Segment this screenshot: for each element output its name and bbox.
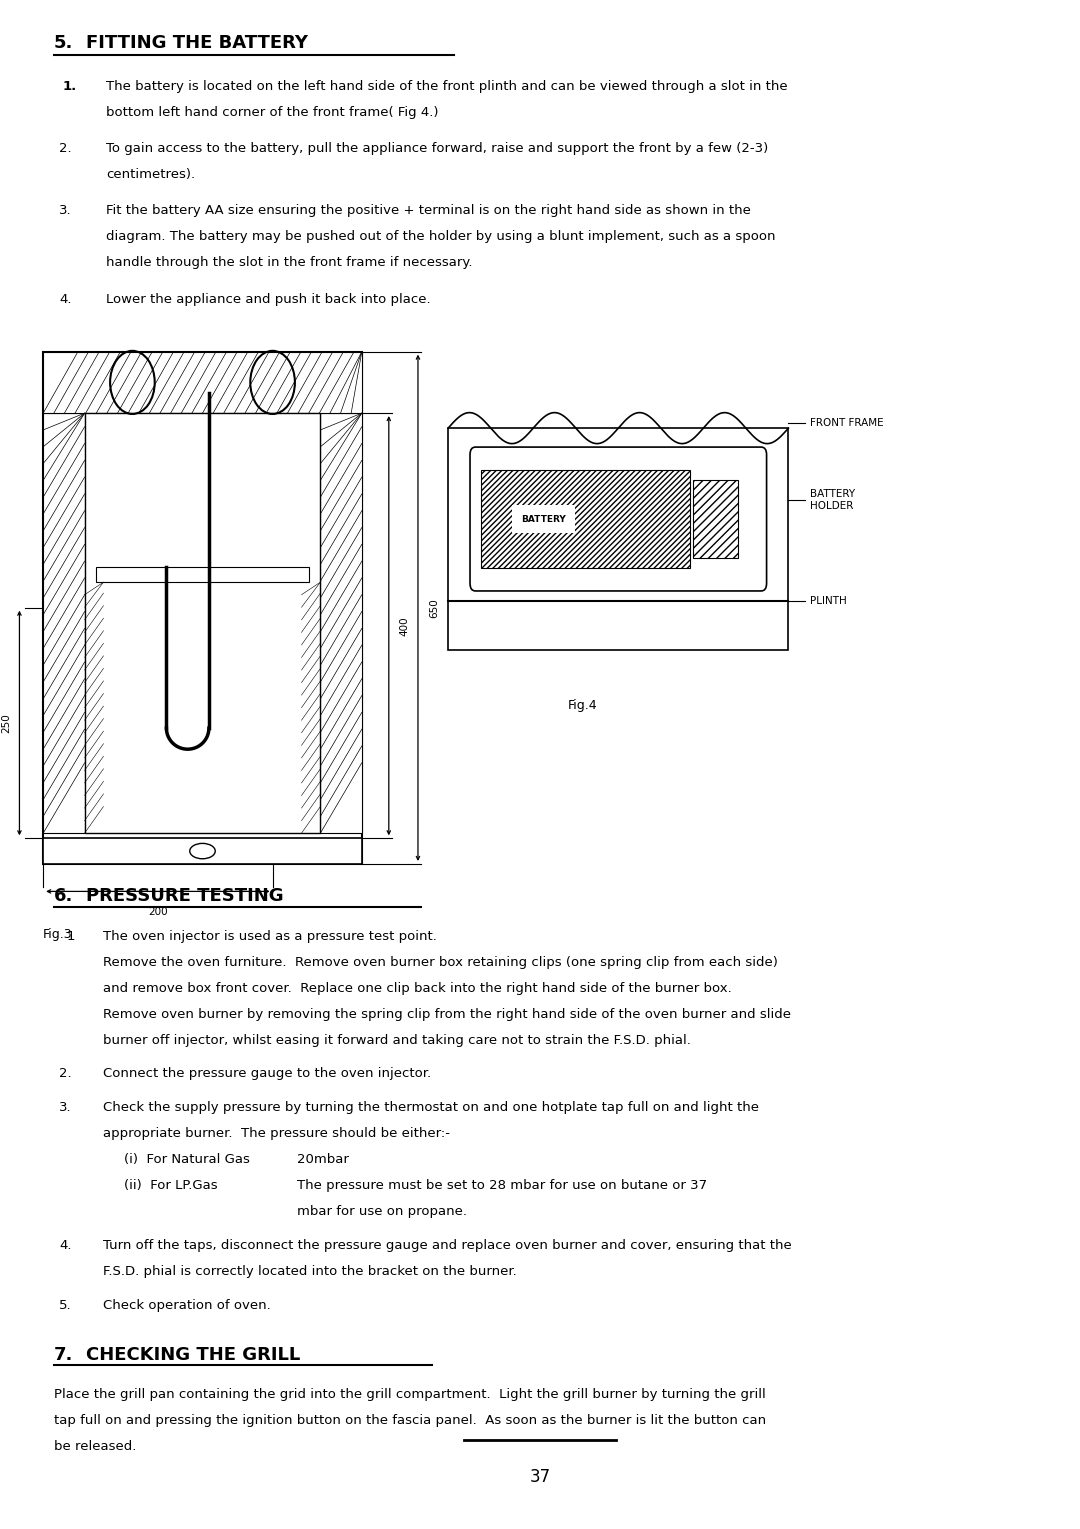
Text: PRESSURE TESTING: PRESSURE TESTING — [86, 887, 284, 905]
Text: Remove oven burner by removing the spring clip from the right hand side of the o: Remove oven burner by removing the sprin… — [103, 1008, 791, 1021]
Text: diagram. The battery may be pushed out of the holder by using a blunt implement,: diagram. The battery may be pushed out o… — [106, 231, 775, 243]
Text: Check the supply pressure by turning the thermostat on and one hotplate tap full: Check the supply pressure by turning the… — [103, 1101, 758, 1115]
Text: Place the grill pan containing the grid into the grill compartment.  Light the g: Place the grill pan containing the grid … — [54, 1388, 766, 1402]
Text: 250: 250 — [1, 713, 11, 732]
Text: handle through the slot in the front frame if necessary.: handle through the slot in the front fra… — [106, 257, 472, 269]
Ellipse shape — [190, 844, 215, 859]
Text: Check operation of oven.: Check operation of oven. — [103, 1298, 270, 1312]
Text: FRONT FRAME: FRONT FRAME — [810, 419, 883, 428]
Bar — [96, 567, 309, 583]
Text: 37: 37 — [529, 1468, 551, 1486]
Text: 7.: 7. — [54, 1346, 73, 1364]
Text: PLINTH: PLINTH — [810, 596, 847, 605]
Bar — [43, 352, 362, 413]
Text: Fit the battery AA size ensuring the positive + terminal is on the right hand si: Fit the battery AA size ensuring the pos… — [106, 205, 751, 217]
Text: 5.: 5. — [54, 34, 73, 52]
Text: 3.: 3. — [59, 205, 72, 217]
Text: 1.: 1. — [63, 80, 77, 93]
Text: be released.: be released. — [54, 1440, 136, 1454]
Text: 2.: 2. — [59, 1067, 72, 1081]
Text: CHECKING THE GRILL: CHECKING THE GRILL — [86, 1346, 300, 1364]
Text: (i)  For Natural Gas: (i) For Natural Gas — [124, 1153, 251, 1167]
Text: (ii)  For LP.Gas: (ii) For LP.Gas — [124, 1179, 218, 1193]
Text: Remove the oven furniture.  Remove oven burner box retaining clips (one spring c: Remove the oven furniture. Remove oven b… — [103, 956, 778, 969]
Text: centimetres).: centimetres). — [106, 168, 195, 180]
Text: tap full on and pressing the ignition button on the fascia panel.  As soon as th: tap full on and pressing the ignition bu… — [54, 1414, 766, 1428]
Text: The oven injector is used as a pressure test point.: The oven injector is used as a pressure … — [103, 930, 436, 943]
Text: 650: 650 — [429, 598, 438, 618]
Text: 5.: 5. — [59, 1298, 72, 1312]
Text: mbar for use on propane.: mbar for use on propane. — [297, 1205, 467, 1219]
Bar — [43, 838, 362, 864]
Bar — [43, 352, 362, 864]
Bar — [321, 413, 362, 833]
Text: The pressure must be set to 28 mbar for use on butane or 37: The pressure must be set to 28 mbar for … — [297, 1179, 707, 1193]
Text: and remove box front cover.  Replace one clip back into the right hand side of t: and remove box front cover. Replace one … — [103, 982, 731, 995]
Text: The battery is located on the left hand side of the front plinth and can be view: The battery is located on the left hand … — [106, 80, 787, 93]
Text: 200: 200 — [148, 907, 167, 917]
Text: 6.: 6. — [54, 887, 73, 905]
Text: burner off injector, whilst easing it forward and taking care not to strain the : burner off injector, whilst easing it fo… — [103, 1034, 690, 1047]
FancyBboxPatch shape — [470, 446, 767, 590]
Text: 4.: 4. — [59, 1238, 72, 1252]
Text: F.S.D. phial is correctly located into the bracket on the burner.: F.S.D. phial is correctly located into t… — [103, 1264, 516, 1278]
Text: Fig.4: Fig.4 — [567, 699, 597, 713]
Bar — [481, 469, 690, 567]
Bar — [448, 428, 788, 650]
Text: BATTERY
HOLDER: BATTERY HOLDER — [810, 489, 855, 511]
Text: Fig.3: Fig.3 — [43, 928, 72, 942]
Text: Turn off the taps, disconnect the pressure gauge and replace oven burner and cov: Turn off the taps, disconnect the pressu… — [103, 1238, 792, 1252]
Bar — [43, 413, 84, 833]
Text: bottom left hand corner of the front frame( Fig 4.): bottom left hand corner of the front fra… — [106, 106, 438, 119]
Text: To gain access to the battery, pull the appliance forward, raise and support the: To gain access to the battery, pull the … — [106, 142, 768, 154]
Text: FITTING THE BATTERY: FITTING THE BATTERY — [86, 34, 309, 52]
Bar — [692, 480, 739, 558]
Text: 3.: 3. — [59, 1101, 72, 1115]
Text: 2.: 2. — [59, 142, 72, 154]
Text: 1: 1 — [67, 930, 76, 943]
Text: 4.: 4. — [59, 292, 72, 306]
Text: 20mbar: 20mbar — [297, 1153, 349, 1167]
Bar — [84, 413, 321, 833]
Text: 400: 400 — [400, 616, 409, 636]
Text: appropriate burner.  The pressure should be either:-: appropriate burner. The pressure should … — [103, 1127, 449, 1141]
Text: Connect the pressure gauge to the oven injector.: Connect the pressure gauge to the oven i… — [103, 1067, 431, 1081]
Text: Lower the appliance and push it back into place.: Lower the appliance and push it back int… — [106, 292, 431, 306]
Text: BATTERY: BATTERY — [522, 515, 566, 523]
